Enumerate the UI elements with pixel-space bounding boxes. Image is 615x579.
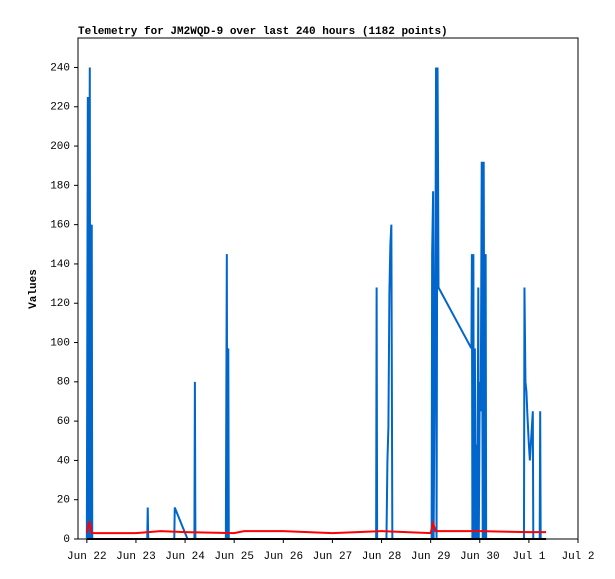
- chart-title: Telemetry for JM2WQD-9 over last 240 hou…: [78, 26, 448, 38]
- x-tick-label: Jun 27: [313, 551, 353, 563]
- x-tick-label: Jul 1: [512, 551, 545, 563]
- y-tick-label: 80: [57, 377, 70, 389]
- x-tick-label: Jul 2: [561, 551, 594, 563]
- x-tick-label: Jun 28: [362, 551, 402, 563]
- x-tick-label: Jun 22: [67, 551, 107, 563]
- y-tick-label: 40: [57, 455, 70, 467]
- x-tick-label: Jun 23: [116, 551, 156, 563]
- x-tick-label: Jun 24: [165, 551, 205, 563]
- x-tick-label: Jun 26: [263, 551, 303, 563]
- y-tick-label: 100: [50, 337, 70, 349]
- y-tick-label: 200: [50, 141, 70, 153]
- y-tick-label: 240: [50, 62, 70, 74]
- y-tick-label: 20: [57, 495, 70, 507]
- y-tick-label: 120: [50, 298, 70, 310]
- series-line: [85, 67, 542, 540]
- y-tick-label: 220: [50, 102, 70, 114]
- x-tick-label: Jun 25: [214, 551, 254, 563]
- y-tick-label: 140: [50, 259, 70, 271]
- y-tick-label: 160: [50, 220, 70, 232]
- x-tick-label: Jun 30: [460, 551, 500, 563]
- y-tick-label: 180: [50, 180, 70, 192]
- y-tick-label: 60: [57, 416, 70, 428]
- y-axis-label: Values: [28, 269, 40, 309]
- series-line: [85, 519, 547, 535]
- plot-frame: [77, 37, 579, 540]
- x-tick-label: Jun 29: [411, 551, 451, 563]
- y-tick-label: 0: [63, 534, 70, 546]
